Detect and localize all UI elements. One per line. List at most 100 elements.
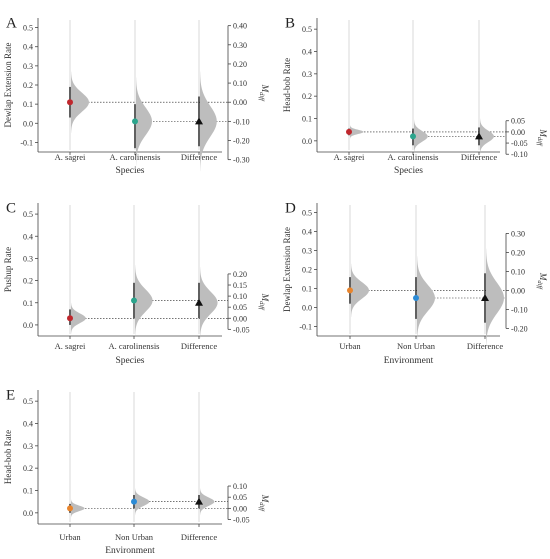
right-tick-label: 0.10	[233, 292, 247, 301]
right-axis-label: Mdiff	[258, 494, 270, 512]
x-tick-label: Difference	[181, 532, 217, 542]
x-tick-label: Difference	[181, 341, 217, 351]
right-tick-label: 0.40	[233, 22, 247, 31]
x-tick-label: A. sagrei	[334, 152, 365, 162]
y-tick-label: 0.5	[302, 25, 312, 34]
y-axis-label: Pushup Rate	[3, 247, 13, 292]
right-tick-label: 0.00	[233, 98, 247, 107]
y-tick-label: 0.4	[23, 420, 33, 429]
right-tick-label: 0.15	[233, 281, 247, 290]
panel-letter: B	[285, 16, 295, 32]
difference-mean-marker	[195, 117, 203, 125]
x-axis-label: Environment	[384, 356, 434, 366]
right-axis-label-main: M	[260, 84, 270, 93]
y-tick-label: 0.3	[23, 442, 33, 451]
x-tick-label: A. sagrei	[55, 341, 86, 351]
right-tick-label: -0.10	[511, 150, 528, 159]
right-tick-label: 0.05	[233, 303, 247, 312]
distribution-1	[71, 499, 85, 518]
x-tick-label: Urban	[339, 341, 361, 351]
right-axis-label: Mdiff	[536, 272, 548, 290]
y-tick-label: -0.1	[20, 138, 33, 147]
y-tick-label: 0.1	[23, 100, 33, 109]
difference-mean-marker	[195, 497, 203, 505]
y-tick-label: 0.4	[23, 232, 33, 241]
distribution-2	[414, 119, 428, 154]
y-tick-label: 0.1	[302, 115, 312, 124]
right-axis-label-sub: diff	[536, 137, 543, 147]
right-tick-label: 0.00	[233, 314, 247, 323]
y-tick-label: 0.0	[302, 137, 312, 146]
x-tick-label: Difference	[461, 152, 497, 162]
y-tick-label: 0.2	[23, 464, 33, 473]
x-tick-label: A. carolinensis	[388, 152, 439, 162]
mean-point-1	[346, 128, 352, 135]
distribution-1	[71, 71, 89, 133]
right-tick-label: -0.30	[233, 156, 250, 165]
y-tick-label: 0.5	[302, 209, 312, 218]
right-tick-label: 0.05	[233, 493, 247, 502]
y-tick-label: 0.0	[23, 509, 33, 518]
panel-e: E 0.0 0.1 0.2 0.3 0.4 0.5 Head-bob Rate Urban Non…	[3, 388, 270, 556]
difference-distribution	[200, 267, 218, 339]
distribution-2	[136, 77, 152, 166]
mean-point-1	[67, 315, 73, 322]
y-tick-label: 0.4	[302, 228, 312, 237]
right-axis-label: Mdiff	[258, 293, 270, 311]
panel-letter: D	[285, 201, 296, 217]
right-tick-label: 0.20	[233, 60, 247, 69]
mean-point-2	[131, 297, 137, 304]
y-tick-label: 0.3	[23, 62, 33, 71]
right-axis-label: Mdiff	[536, 128, 548, 146]
x-tick-label: Non Urban	[397, 341, 436, 351]
difference-distribution	[480, 118, 494, 155]
right-tick-label: -0.05	[511, 139, 528, 148]
x-axis-label: Species	[115, 166, 144, 176]
x-tick-label: Urban	[59, 532, 81, 542]
y-tick-label: 0.5	[23, 24, 33, 33]
right-tick-label: -0.10	[511, 305, 528, 314]
right-tick-label: -0.05	[233, 325, 250, 334]
difference-mean-marker	[195, 298, 203, 306]
distribution-1	[350, 125, 364, 139]
right-tick-label: 0.20	[233, 270, 247, 279]
right-tick-label: -0.20	[511, 324, 528, 333]
distribution-2	[135, 265, 153, 336]
y-tick-label: 0.3	[302, 70, 312, 79]
y-tick-label: 0.2	[302, 266, 312, 275]
x-axis-label: Species	[394, 166, 423, 176]
distribution-1	[71, 302, 86, 334]
difference-distribution	[200, 71, 217, 172]
right-tick-label: 0.10	[233, 482, 247, 491]
y-tick-label: 0.3	[302, 247, 312, 256]
panel-d: D -0.1 0.0 0.1 0.2 0.3 0.4 0.5 Dewlap Extension …	[282, 201, 548, 366]
y-tick-label: 0.5	[23, 397, 33, 406]
mean-point-2	[132, 118, 138, 125]
y-tick-label: 0.5	[23, 210, 33, 219]
difference-mean-marker	[481, 294, 489, 301]
mean-point-2	[131, 498, 137, 505]
distribution-2	[135, 488, 150, 516]
y-axis-label: Dewlap Extension Rate	[3, 43, 13, 128]
right-tick-label: -0.20	[233, 137, 250, 146]
right-axis-label-sub: diff	[258, 92, 265, 102]
right-tick-label: 0.20	[511, 248, 525, 257]
right-axis-label-sub: diff	[258, 301, 265, 311]
y-tick-label: 0.1	[302, 285, 312, 294]
panel-letter: C	[6, 201, 16, 217]
right-axis-label-sub: diff	[258, 502, 265, 512]
panel-a: A -0.1 0.0 0.1 0.2 0.3 0.4 0.5 Dewlap Extension …	[3, 16, 270, 176]
x-axis-label: Species	[115, 356, 144, 366]
right-axis-label: Mdiff	[258, 84, 270, 102]
right-tick-label: 0.00	[511, 128, 525, 137]
x-tick-label: A. sagrei	[55, 152, 86, 162]
y-tick-label: 0.2	[23, 81, 33, 90]
panel-letter: E	[6, 388, 15, 404]
difference-distribution	[200, 488, 215, 516]
panel-c: C 0.0 0.1 0.2 0.3 0.4 0.5 Pushup Rate A. sagrei A…	[3, 201, 270, 366]
right-tick-label: 0.10	[511, 267, 525, 276]
mean-point-2	[413, 295, 419, 301]
y-tick-label: 0.3	[23, 254, 33, 263]
right-tick-label: 0.30	[511, 229, 525, 238]
